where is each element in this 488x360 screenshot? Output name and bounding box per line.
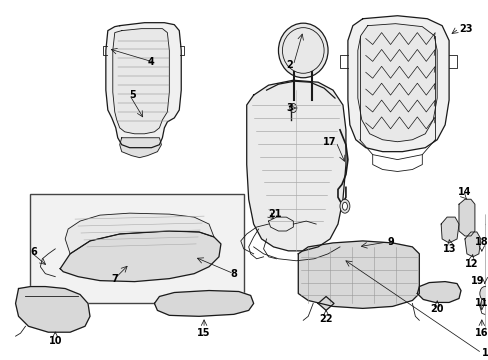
Polygon shape	[440, 217, 458, 243]
Text: 1: 1	[481, 348, 488, 358]
Text: 10: 10	[48, 336, 62, 346]
Text: 13: 13	[443, 244, 456, 254]
Polygon shape	[65, 213, 214, 254]
Polygon shape	[458, 199, 474, 236]
Text: 8: 8	[230, 269, 237, 279]
Polygon shape	[416, 282, 460, 302]
Text: 15: 15	[197, 328, 210, 338]
Text: 5: 5	[129, 90, 136, 100]
Text: 21: 21	[268, 209, 282, 219]
Text: 2: 2	[286, 60, 293, 70]
Polygon shape	[357, 24, 436, 142]
Text: 17: 17	[322, 137, 335, 147]
Text: 22: 22	[319, 314, 332, 324]
Polygon shape	[464, 232, 480, 257]
Polygon shape	[347, 16, 448, 152]
Ellipse shape	[339, 199, 349, 213]
Polygon shape	[16, 287, 90, 332]
Polygon shape	[318, 297, 333, 310]
Text: 23: 23	[458, 24, 471, 33]
Text: 19: 19	[470, 276, 484, 285]
Ellipse shape	[342, 202, 346, 210]
Text: 11: 11	[474, 298, 488, 309]
Polygon shape	[154, 291, 253, 316]
Ellipse shape	[278, 23, 327, 78]
Text: 18: 18	[474, 237, 488, 247]
Text: 7: 7	[111, 274, 118, 284]
Ellipse shape	[289, 104, 296, 112]
Ellipse shape	[479, 287, 488, 301]
Text: 12: 12	[464, 259, 478, 269]
Polygon shape	[113, 29, 169, 134]
Text: 3: 3	[286, 103, 293, 113]
Text: 20: 20	[429, 305, 443, 314]
Polygon shape	[60, 231, 221, 282]
Text: 16: 16	[474, 328, 488, 338]
Text: 4: 4	[147, 57, 154, 67]
Polygon shape	[120, 138, 161, 158]
Polygon shape	[246, 80, 345, 251]
Polygon shape	[298, 241, 419, 309]
Bar	[30, 194, 243, 303]
Text: 9: 9	[387, 237, 393, 247]
Text: 6: 6	[30, 247, 37, 257]
Text: 14: 14	[457, 187, 471, 197]
Polygon shape	[105, 23, 181, 148]
